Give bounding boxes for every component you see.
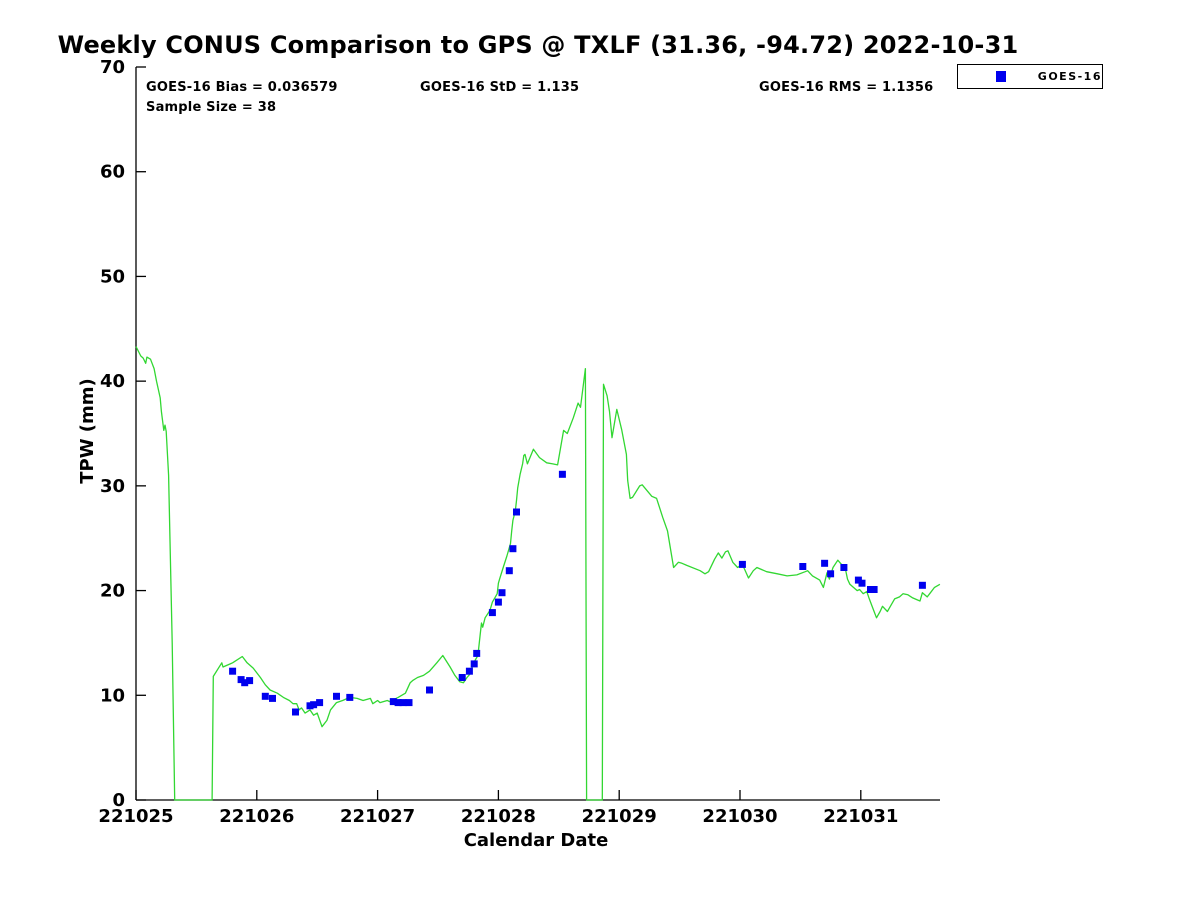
goes16-point	[509, 545, 517, 553]
goes16-point	[269, 694, 276, 702]
goes16-point	[346, 693, 354, 701]
goes16-point	[513, 508, 520, 516]
goes16-point	[870, 586, 878, 593]
y-tick-label: 50	[100, 266, 125, 287]
goes16-point	[310, 701, 318, 709]
stat-bias: GOES-16 Bias = 0.036579	[146, 80, 338, 95]
goes16-point	[241, 679, 249, 687]
goes16-point	[827, 570, 835, 578]
goes16-point	[473, 649, 481, 657]
goes16-point	[558, 470, 566, 478]
goes16-point	[389, 698, 397, 706]
goes16-point	[867, 586, 874, 593]
goes16-point	[738, 560, 746, 568]
goes16-point	[858, 579, 866, 587]
y-tick-label: 10	[100, 685, 125, 706]
x-tick-label: 221031	[823, 806, 898, 827]
stat-sample-size: Sample Size = 38	[146, 100, 277, 115]
y-tick-label: 20	[100, 581, 125, 602]
goes16-point	[394, 699, 402, 707]
goes16-point	[918, 581, 926, 589]
goes16-point	[333, 692, 340, 700]
goes16-point	[488, 609, 496, 617]
y-tick-label: 70	[100, 57, 125, 78]
goes16-point	[854, 576, 862, 584]
goes16-point	[316, 699, 324, 707]
goes16-point	[465, 667, 473, 675]
y-tick-label: 30	[100, 476, 125, 497]
goes16-point	[494, 598, 502, 606]
goes16-point	[229, 667, 237, 675]
goes16-point	[399, 699, 407, 707]
goes16-point	[426, 686, 433, 694]
x-tick-label: 221028	[461, 806, 536, 827]
goes16-point	[840, 564, 848, 571]
x-tick-label: 221025	[98, 806, 173, 827]
x-tick-label: 221026	[219, 806, 294, 827]
goes16-point	[292, 708, 299, 716]
x-tick-label: 221030	[702, 806, 777, 827]
x-axis-label: Calendar Date	[463, 830, 609, 851]
goes16-marker-icon	[996, 71, 1006, 82]
goes16-point	[498, 589, 506, 597]
goes16-point	[246, 677, 254, 685]
legend-label: GOES-16	[1037, 70, 1102, 83]
goes16-point	[405, 699, 413, 707]
goes16-point	[306, 702, 314, 710]
goes16-point	[237, 676, 245, 684]
stat-rms: GOES-16 RMS = 1.1356	[759, 80, 934, 95]
x-tick-label: 221029	[582, 806, 657, 827]
y-tick-label: 0	[112, 790, 125, 811]
chart-title: Weekly CONUS Comparison to GPS @ TXLF (3…	[57, 31, 1019, 59]
legend-box: GOES-16	[957, 64, 1103, 89]
y-tick-label: 40	[100, 371, 125, 392]
y-tick-label: 60	[100, 162, 125, 183]
goes16-point	[470, 660, 478, 668]
goes16-point	[799, 563, 807, 570]
goes16-markers	[229, 470, 926, 716]
goes16-point	[505, 567, 513, 575]
goes16-point	[261, 692, 269, 700]
stat-std: GOES-16 StD = 1.135	[420, 80, 580, 95]
goes16-point	[821, 559, 829, 567]
x-tick-label: 221027	[340, 806, 415, 827]
gps-line	[135, 346, 941, 801]
goes16-point	[458, 674, 466, 681]
